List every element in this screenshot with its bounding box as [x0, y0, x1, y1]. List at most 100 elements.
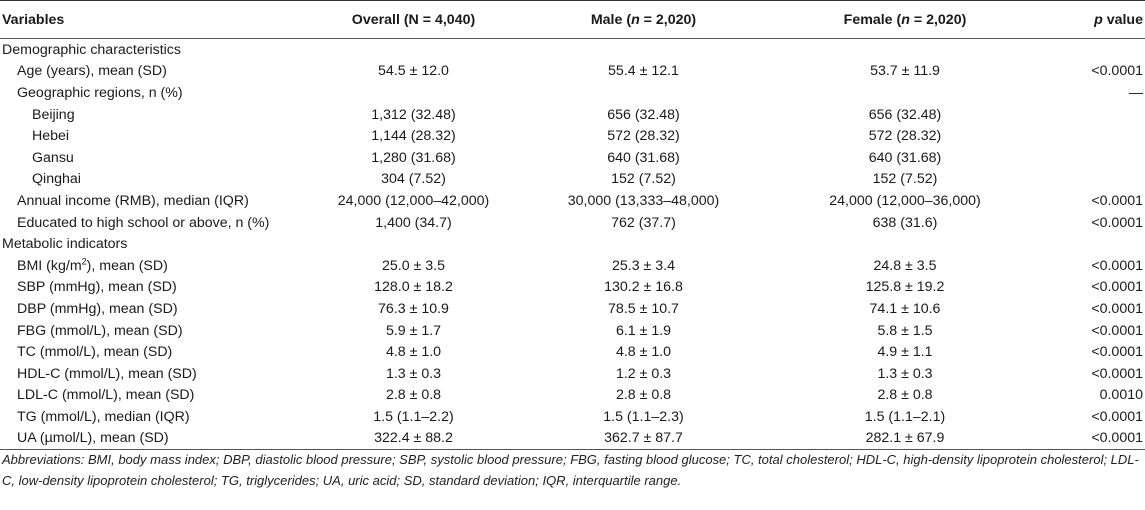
cell-male: 762 (37.7) [611, 214, 676, 231]
cell-female: 1.5 (1.1–2.1) [864, 408, 946, 425]
row-label: Hebei [32, 128, 70, 145]
cell-p-value [1050, 169, 1145, 191]
cell-female: 656 (32.48) [868, 106, 942, 123]
cell-female: 74.1 ± 10.6 [869, 300, 941, 317]
cell-female: 53.7 ± 11.9 [870, 63, 940, 80]
cell-female: 5.8 ± 1.5 [877, 322, 933, 339]
cell-overall: 1,280 (31.68) [371, 149, 456, 166]
table-row: HDL-C (mmol/L), mean (SD) 1.3 ± 0.3 1.2 ± … [0, 363, 1145, 385]
cell-p-value: 0.0010 [1099, 387, 1143, 404]
cell-male: 1.2 ± 0.3 [615, 365, 672, 382]
cell-p-value: <0.0001 [1091, 300, 1143, 317]
cell-overall: 1,312 (32.48) [371, 106, 456, 123]
row-label: Gansu [32, 149, 74, 166]
cell-male: 30,000 (13,333–48,000) [567, 192, 720, 209]
cell-p-value [1050, 125, 1145, 147]
table-row: BMI (kg/m2), mean (SD) 25.0 ± 3.5 25.3 ± 3… [0, 255, 1145, 277]
cell-female: 4.9 ± 1.1 [877, 344, 933, 361]
cell-p-value [1050, 39, 1145, 61]
cell-female: 2.8 ± 0.8 [877, 387, 933, 404]
header-male: Male (n = 2,020) [527, 0, 760, 39]
row-label: Beijing [32, 106, 75, 123]
cell-male: 25.3 ± 3.4 [611, 257, 675, 274]
row-label: DBP (mmHg), mean (SD) [17, 300, 178, 317]
table-row: TG (mmol/L), median (IQR) 1.5 (1.1–2.2) 1.… [0, 406, 1145, 428]
cell-p-value: — [1128, 84, 1143, 101]
cell-male [527, 39, 760, 61]
cell-male: 55.4 ± 12.1 [608, 63, 679, 80]
row-label: LDL-C (mmol/L), mean (SD) [17, 387, 195, 404]
table-row: Educated to high school or above, n (%) 1… [0, 212, 1145, 234]
cell-female: 125.8 ± 19.2 [865, 279, 945, 296]
cell-p-value: <0.0001 [1091, 63, 1143, 80]
row-label: FBG (mmol/L), mean (SD) [17, 322, 183, 339]
cell-p-value: <0.0001 [1091, 322, 1143, 339]
cell-female: 24,000 (12,000–36,000) [829, 192, 981, 209]
cell-female [760, 82, 1050, 104]
cell-overall: 54.5 ± 12.0 [378, 63, 449, 80]
table-row: Annual income (RMB), median (IQR) 24,000 … [0, 190, 1145, 212]
cell-overall [300, 233, 527, 255]
cell-overall: 4.8 ± 1.0 [385, 344, 442, 361]
table-row: SBP (mmHg), mean (SD) 128.0 ± 18.2 130.2 ±… [0, 277, 1145, 299]
cell-p-value: <0.0001 [1091, 408, 1143, 425]
cell-male [527, 82, 760, 104]
footnote: Abbreviations: BMI, body mass index; DBP… [2, 452, 1139, 488]
cell-overall: 76.3 ± 10.9 [378, 300, 449, 317]
cell-male: 152 (7.52) [611, 171, 676, 188]
cell-overall [300, 39, 527, 61]
cell-overall: 1,400 (34.7) [375, 214, 452, 231]
cell-p-value: <0.0001 [1091, 365, 1143, 382]
header-row: Variables Overall (N = 4,040) Male (n = … [0, 0, 1145, 39]
cell-overall: 25.0 ± 3.5 [381, 257, 445, 274]
cell-p-value [1050, 147, 1145, 169]
header-p-value: p value [1050, 0, 1145, 39]
table-row: Demographic characteristics [0, 39, 1145, 61]
cell-overall: 128.0 ± 18.2 [374, 279, 453, 296]
table-row: Qinghai 304 (7.52) 152 (7.52) 152 (7.52) [0, 169, 1145, 191]
cell-p-value: <0.0001 [1091, 192, 1143, 209]
row-label: TG (mmol/L), median (IQR) [17, 408, 190, 425]
cell-male: 6.1 ± 1.9 [615, 322, 672, 339]
row-label: Metabolic indicators [2, 236, 128, 253]
cell-overall: 322.4 ± 88.2 [300, 427, 527, 451]
cell-overall: 5.9 ± 1.7 [385, 322, 442, 339]
row-label: Qinghai [32, 171, 81, 188]
row-label: SBP (mmHg), mean (SD) [17, 279, 177, 296]
cell-male: 656 (32.48) [607, 106, 680, 123]
cell-female: 572 (28.32) [868, 128, 942, 145]
cell-p-value: <0.0001 [1091, 257, 1143, 274]
cell-female: 152 (7.52) [872, 171, 938, 188]
cell-overall: 2.8 ± 0.8 [385, 387, 442, 404]
cell-p-value: <0.0001 [1091, 279, 1143, 296]
cell-female: 640 (31.68) [868, 149, 942, 166]
cell-overall: 1.5 (1.1–2.2) [373, 408, 454, 425]
cell-male: 78.5 ± 10.7 [608, 300, 679, 317]
table-row: UA (µmol/L), mean (SD) 322.4 ± 88.2 362.7 … [0, 427, 1145, 451]
cell-male [527, 233, 760, 255]
cell-female: 24.8 ± 3.5 [873, 257, 937, 274]
row-label: Age (years), mean (SD) [17, 63, 167, 80]
cell-male: 572 (28.32) [607, 128, 680, 145]
table-row: Hebei 1,144 (28.32) 572 (28.32) 572 (28.32) [0, 125, 1145, 147]
cell-male: 640 (31.68) [607, 149, 680, 166]
cell-p-value: <0.0001 [1091, 214, 1143, 231]
row-label: UA (µmol/L), mean (SD) [0, 427, 300, 451]
cell-female: 1.3 ± 0.3 [877, 365, 933, 382]
cell-p-value: <0.0001 [1091, 344, 1143, 361]
cell-female: 282.1 ± 67.9 [760, 427, 1050, 451]
header-variables: Variables [0, 0, 300, 39]
cell-male: 1.5 (1.1–2.3) [603, 408, 684, 425]
row-label: HDL-C (mmol/L), mean (SD) [17, 365, 197, 382]
cell-p-value [1050, 233, 1145, 255]
table-row: LDL-C (mmol/L), mean (SD) 2.8 ± 0.8 2.8 ± … [0, 385, 1145, 407]
cell-male: 4.8 ± 1.0 [615, 344, 672, 361]
cell-female [760, 233, 1050, 255]
cell-female: 638 (31.6) [872, 214, 938, 231]
table-row: Metabolic indicators [0, 233, 1145, 255]
row-label: BMI (kg/m2), mean (SD) [17, 256, 168, 274]
header-overall: Overall (N = 4,040) [300, 0, 527, 39]
row-label: Demographic characteristics [2, 41, 181, 58]
table-row: Age (years), mean (SD) 54.5 ± 12.0 55.4 ± … [0, 61, 1145, 83]
